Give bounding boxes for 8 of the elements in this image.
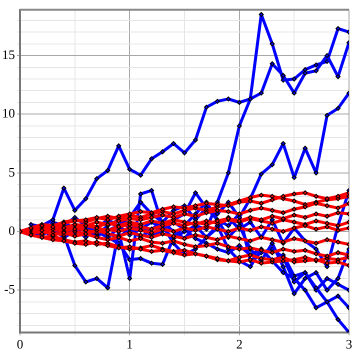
x-tick-label: 1 — [126, 336, 133, 352]
y-tick-label: 10 — [2, 106, 15, 121]
x-tick-label: 2 — [236, 336, 243, 352]
y-tick-label: 15 — [2, 46, 15, 62]
y-tick-label: 5 — [8, 164, 15, 180]
y-tick-label: 0 — [8, 222, 15, 238]
x-tick-label: 3 — [346, 336, 352, 352]
y-tick-label: -5 — [4, 282, 15, 297]
